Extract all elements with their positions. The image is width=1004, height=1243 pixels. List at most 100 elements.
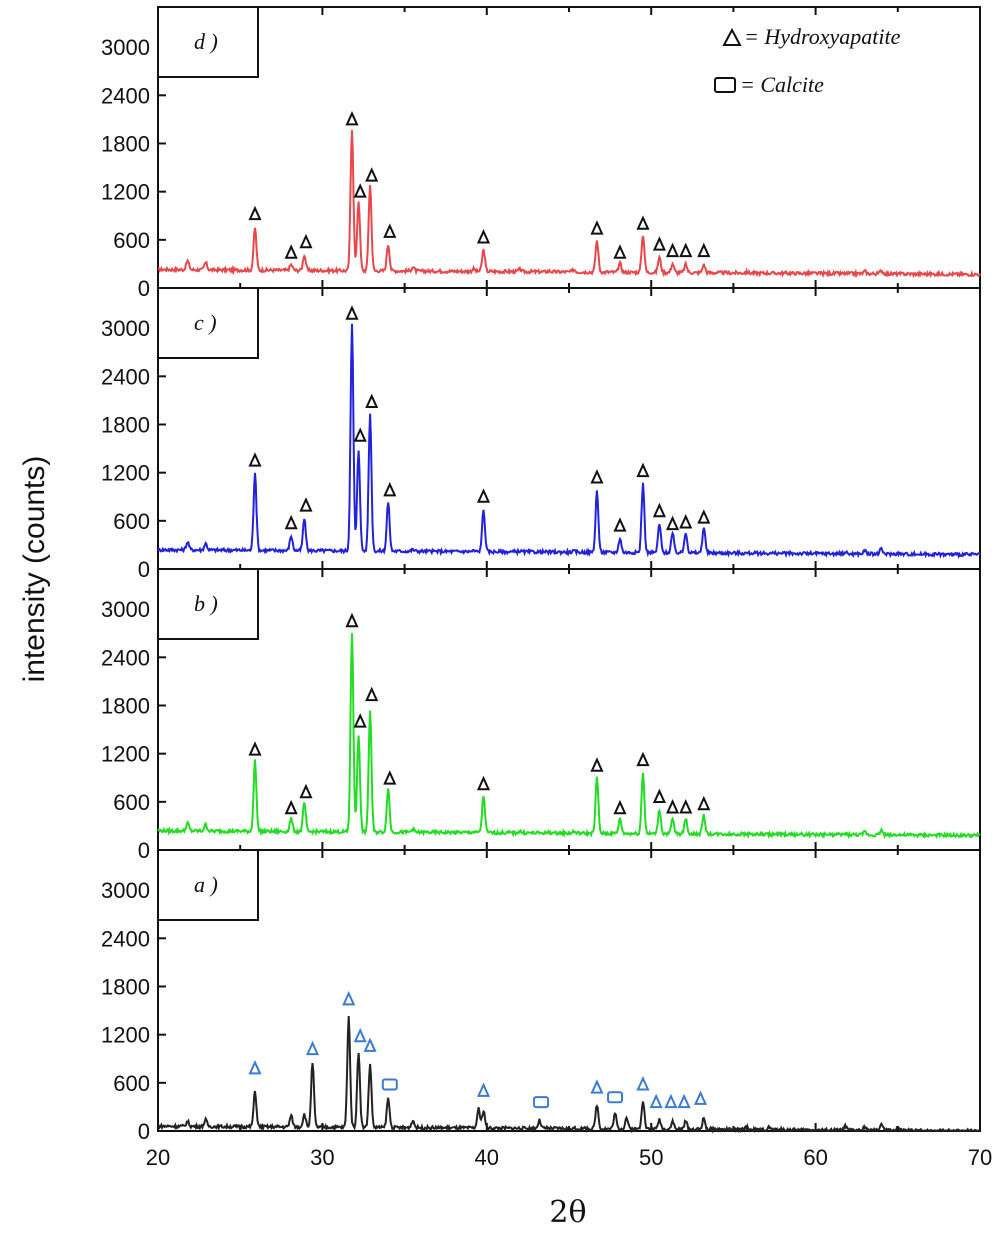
hydroxyapatite-marker-icon <box>383 481 397 497</box>
panel-label-c: c ) <box>194 310 217 335</box>
hydroxyapatite-marker-icon <box>305 1040 320 1056</box>
y-tick-label: 3000 <box>101 35 150 60</box>
hydroxyapatite-marker-icon <box>284 514 298 530</box>
panel-b: 0 600 1200 1800 2400 3000 b ) <box>101 568 981 863</box>
x-tick-label: 30 <box>310 1145 334 1170</box>
panel-frame <box>157 849 981 1132</box>
hydroxyapatite-marker-icon <box>666 242 680 258</box>
legend-label-calcite: = Calcite <box>740 72 824 97</box>
y-tick-label: 0 <box>138 838 150 863</box>
hydroxyapatite-marker-icon <box>679 242 693 258</box>
hydroxyapatite-marker-icon <box>345 612 359 628</box>
y-tick-label: 1800 <box>101 412 150 437</box>
hydroxyapatite-marker-icon <box>299 497 313 512</box>
y-tick-label: 600 <box>113 509 150 534</box>
y-tick-label: 1200 <box>101 461 150 486</box>
hydroxyapatite-marker-icon <box>697 795 711 811</box>
hydroxyapatite-marker-icon <box>679 799 693 814</box>
hydroxyapatite-marker-icon <box>613 517 627 532</box>
y-tick-label: 2400 <box>101 926 150 951</box>
hydroxyapatite-marker-icon <box>365 393 379 409</box>
hydroxyapatite-marker-icon <box>613 799 627 815</box>
y-tick-label: 2400 <box>101 364 150 389</box>
hydroxyapatite-marker-icon <box>345 305 359 320</box>
y-axis-title: intensity (counts) <box>18 456 51 683</box>
y-tick-label: 0 <box>138 276 150 301</box>
hydroxyapatite-marker-icon <box>353 427 367 442</box>
y-tick-label: 1200 <box>101 742 150 767</box>
panel-frame <box>157 287 981 570</box>
panel-label-b: b ) <box>194 591 218 616</box>
hydroxyapatite-marker-icon <box>636 462 650 478</box>
y-tick-label: 0 <box>138 557 150 582</box>
x-tick-label: 40 <box>475 1145 499 1170</box>
series-line-d <box>157 130 981 279</box>
hydroxyapatite-marker-icon <box>248 205 262 221</box>
y-tick-label: 2400 <box>101 83 150 108</box>
x-axis-title: 2θ <box>549 1195 586 1230</box>
hydroxyapatite-marker-icon <box>590 1079 604 1094</box>
hydroxyapatite-marker-icon <box>476 775 491 791</box>
hydroxyapatite-marker-icon <box>677 1093 691 1109</box>
hydroxyapatite-marker-icon <box>613 244 627 259</box>
hydroxyapatite-marker-icon <box>652 788 666 804</box>
hydroxyapatite-marker-icon <box>342 990 356 1006</box>
hydroxyapatite-marker-icon <box>636 751 650 767</box>
legend: = Hydroxyapatite = Calcite <box>714 24 901 97</box>
hydroxyapatite-marker-icon <box>652 236 666 251</box>
y-tick-label: 0 <box>138 1119 150 1144</box>
hydroxyapatite-marker-icon <box>353 1027 367 1043</box>
x-tick-label: 60 <box>803 1145 827 1170</box>
hydroxyapatite-marker-icon <box>383 223 397 238</box>
hydroxyapatite-marker-icon <box>652 502 666 518</box>
panel-d: 0 600 1200 1800 2400 3000 d ) <box>101 6 981 301</box>
panel-label-a: a ) <box>194 872 218 897</box>
y-tick-label: 600 <box>113 228 150 253</box>
x-tick-label: 70 <box>968 1145 992 1170</box>
y-tick-label: 2400 <box>101 645 150 670</box>
hydroxyapatite-marker-icon <box>664 1093 678 1109</box>
series-line-c <box>157 323 981 559</box>
hydroxyapatite-marker-icon <box>365 167 379 182</box>
y-tick-label: 1800 <box>101 693 150 718</box>
panel-c: 0 600 1200 1800 2400 3000 c ) <box>101 287 981 582</box>
hydroxyapatite-marker-icon <box>248 452 262 467</box>
calcite-marker-icon <box>533 1096 550 1109</box>
hydroxyapatite-marker-icon <box>284 799 298 815</box>
hydroxyapatite-marker-icon <box>476 229 491 244</box>
y-tick-label: 600 <box>113 1071 150 1096</box>
hydroxyapatite-marker-icon <box>636 215 650 230</box>
legend-square-icon <box>714 77 736 93</box>
y-tick-label: 3000 <box>101 597 150 622</box>
y-tick-label: 1800 <box>101 974 150 999</box>
x-tick-label: 50 <box>639 1145 663 1170</box>
y-tick-label: 1800 <box>101 131 150 156</box>
legend-triangle-icon <box>722 27 742 46</box>
hydroxyapatite-marker-icon <box>345 111 359 126</box>
hydroxyapatite-marker-icon <box>476 488 491 503</box>
legend-label-hydroxyapatite: = Hydroxyapatite <box>744 24 901 49</box>
hydroxyapatite-marker-icon <box>299 233 313 249</box>
panel-label-d: d ) <box>194 29 218 54</box>
hydroxyapatite-marker-icon <box>697 509 711 524</box>
calcite-marker-icon <box>381 1078 398 1091</box>
panel-frame <box>157 568 981 851</box>
hydroxyapatite-marker-icon <box>353 713 367 728</box>
hydroxyapatite-marker-icon <box>697 242 711 258</box>
hydroxyapatite-marker-icon <box>679 514 693 529</box>
series-line-b <box>157 633 981 840</box>
calcite-marker-icon <box>607 1091 624 1104</box>
hydroxyapatite-marker-icon <box>590 757 604 772</box>
hydroxyapatite-marker-icon <box>590 220 604 235</box>
panel-label-box <box>157 6 259 78</box>
y-tick-label: 600 <box>113 790 150 815</box>
panel-label-box <box>157 849 259 921</box>
hydroxyapatite-marker-icon <box>299 783 313 799</box>
hydroxyapatite-marker-icon <box>248 1059 262 1075</box>
hydroxyapatite-marker-icon <box>590 469 604 484</box>
y-tick-label: 3000 <box>101 316 150 341</box>
x-tick-label: 20 <box>146 1145 170 1170</box>
hydroxyapatite-marker-icon <box>476 1082 491 1097</box>
hydroxyapatite-marker-icon <box>365 686 379 702</box>
